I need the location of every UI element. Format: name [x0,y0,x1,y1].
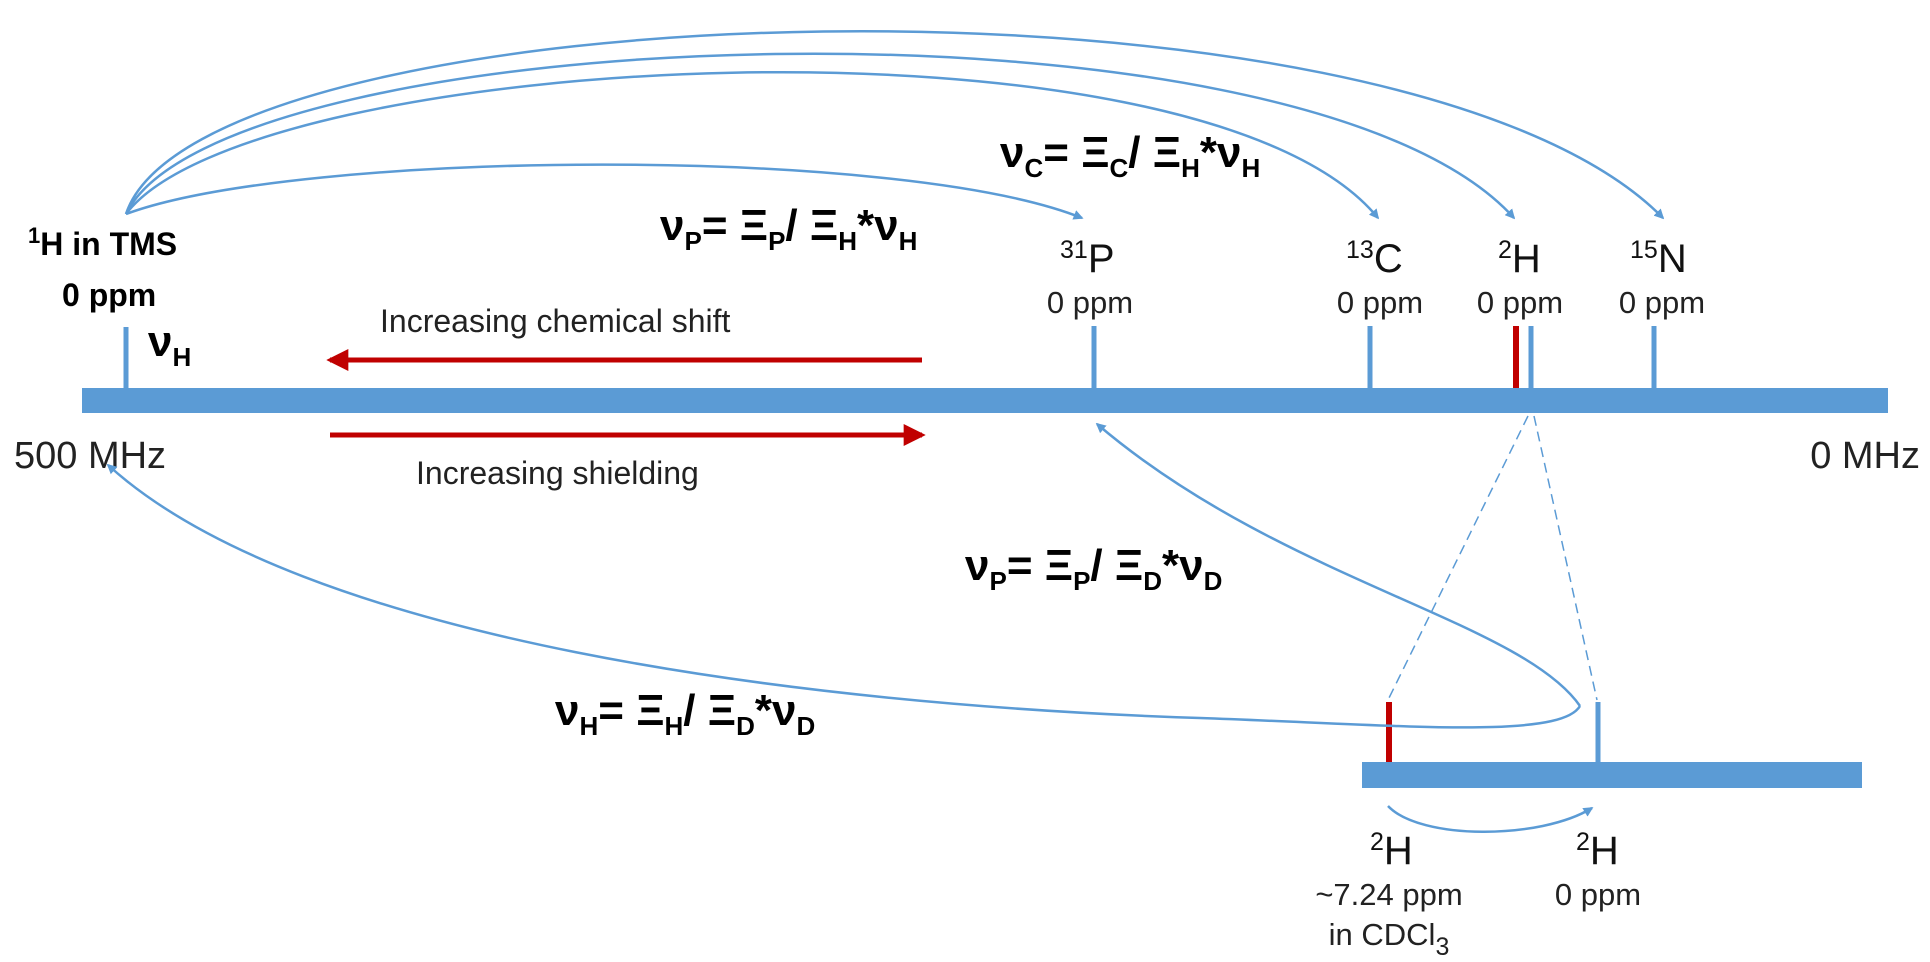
inset-solvent-sup: 2 [1370,828,1384,856]
eq-pd-slash: / [1090,541,1114,590]
tms-nu-h: νH [148,317,191,372]
eq-pd-den: Ξ [1115,541,1143,590]
nucleus-15n: 15N [1630,236,1687,281]
curve-to-31p [125,163,1084,220]
nucleus-31p-ppm: 0 ppm [1047,285,1133,320]
eq-hd-lhs-sub: H [579,711,598,741]
eq-hd-slash: / [683,686,707,735]
tms-text: H in TMS [40,226,177,262]
nucleus-31p-sym: P [1088,237,1115,281]
eq-pd-equals: = [1007,541,1045,590]
eq-hd-den: Ξ [708,686,736,735]
nucleus-13c-sym: C [1374,237,1403,281]
nucleus-2h-sym: H [1512,237,1541,281]
eq-c-den: Ξ [1153,128,1181,177]
eq-ph-den: Ξ [810,201,838,250]
eq-c-equals: = [1043,128,1081,177]
equation-nu-p-from-d: νP= ΞP/ ΞD*νD [965,541,1222,596]
eq-c-slash: / [1128,128,1152,177]
eq-hd-equals: = [598,686,636,735]
eq-ph-lhs: ν [660,201,684,250]
eq-ph-num: Ξ [740,201,768,250]
inset-zero-sup: 2 [1576,828,1590,856]
eq-c-num: Ξ [1081,128,1109,177]
nucleus-15n-sup: 15 [1630,236,1658,264]
tms-label: 1H in TMS [28,223,177,262]
curve-inset-to-500mhz [106,463,1582,729]
tms-sup: 1 [28,223,40,248]
nucleus-15n-sym: N [1658,237,1687,281]
eq-ph-rhs: ν [874,201,898,250]
inset-solvent-nucleus: 2H [1370,828,1413,873]
chemical-shift-label: Increasing chemical shift [380,303,730,339]
nucleus-13c-ppm: 0 ppm [1337,285,1423,320]
frequency-axis-bar [82,388,1888,413]
inset-zero-nucleus: 2H [1576,828,1619,873]
nucleus-13c-sup: 13 [1346,236,1374,264]
eq-pd-lhs-sub: P [989,566,1006,596]
eq-ph-lhs-sub: P [684,226,701,256]
curve-to-15n [124,30,1665,220]
eq-hd-rhs-sub: D [796,711,815,741]
tms-ppm: 0 ppm [62,277,156,313]
inset-zero-ppm: 0 ppm [1555,877,1641,912]
eq-c-lhs-sub: C [1024,153,1043,183]
curve-inset-solvent-to-zero [1387,805,1594,833]
eq-hd-lhs: ν [555,686,579,735]
eq-pd-den-sub: D [1143,566,1162,596]
eq-ph-rhs-sub: H [899,226,918,256]
eq-pd-rhs: ν [1179,541,1203,590]
inset-solvent-ppm: ~7.24 ppm [1315,877,1462,912]
eq-c-den-sub: H [1181,153,1200,183]
tms-nu: ν [148,317,172,366]
curve-to-13c [125,70,1380,220]
inset-solvent-prefix: in CDCl [1329,917,1436,952]
nucleus-2h: 2H [1498,236,1541,281]
tms-nu-sub: H [172,342,191,372]
eq-ph-equals: = [702,201,740,250]
eq-hd-num: Ξ [636,686,664,735]
curve-inset-to-31p [1095,422,1582,707]
inset-axis-bar [1362,762,1862,788]
nucleus-31p: 31P [1060,236,1115,281]
scale-right-label: 0 MHz [1810,435,1920,477]
inset-solvent-sym: H [1384,829,1413,873]
scale-left-label: 500 MHz [14,435,166,477]
nucleus-15n-ppm: 0 ppm [1619,285,1705,320]
nucleus-31p-sup: 31 [1060,236,1088,264]
eq-c-times: * [1200,128,1218,177]
eq-ph-den-sub: H [838,226,857,256]
eq-c-lhs: ν [1000,128,1024,177]
eq-hd-den-sub: D [736,711,755,741]
shielding-label: Increasing shielding [416,455,699,491]
eq-hd-rhs: ν [772,686,796,735]
curve-to-2h [124,52,1516,220]
inset-zero-sym: H [1590,829,1619,873]
eq-hd-times: * [755,686,773,735]
equation-nu-c: νC= ΞC/ ΞH*νH [1000,128,1260,183]
nucleus-2h-sup: 2 [1498,236,1512,264]
eq-ph-num-sub: P [768,226,785,256]
nucleus-13c: 13C [1346,236,1403,281]
eq-pd-num-sub: P [1073,566,1090,596]
equation-nu-p-from-h: νP= ΞP/ ΞH*νH [660,201,917,256]
eq-c-rhs: ν [1217,128,1241,177]
eq-pd-times: * [1162,541,1180,590]
eq-c-rhs-sub: H [1241,153,1260,183]
eq-c-num-sub: C [1110,153,1129,183]
equation-nu-h-from-d: νH= ΞH/ ΞD*νD [555,686,815,741]
eq-pd-rhs-sub: D [1204,566,1223,596]
zoom-line-left [1387,415,1529,701]
eq-ph-times: * [857,201,875,250]
inset-solvent-name: in CDCl3 [1329,917,1450,957]
zoom-line-right [1533,415,1598,701]
nucleus-2h-ppm: 0 ppm [1477,285,1563,320]
eq-pd-lhs: ν [965,541,989,590]
eq-pd-num: Ξ [1045,541,1073,590]
eq-hd-num-sub: H [665,711,684,741]
eq-ph-slash: / [785,201,809,250]
inset-solvent-subscript: 3 [1435,933,1449,957]
